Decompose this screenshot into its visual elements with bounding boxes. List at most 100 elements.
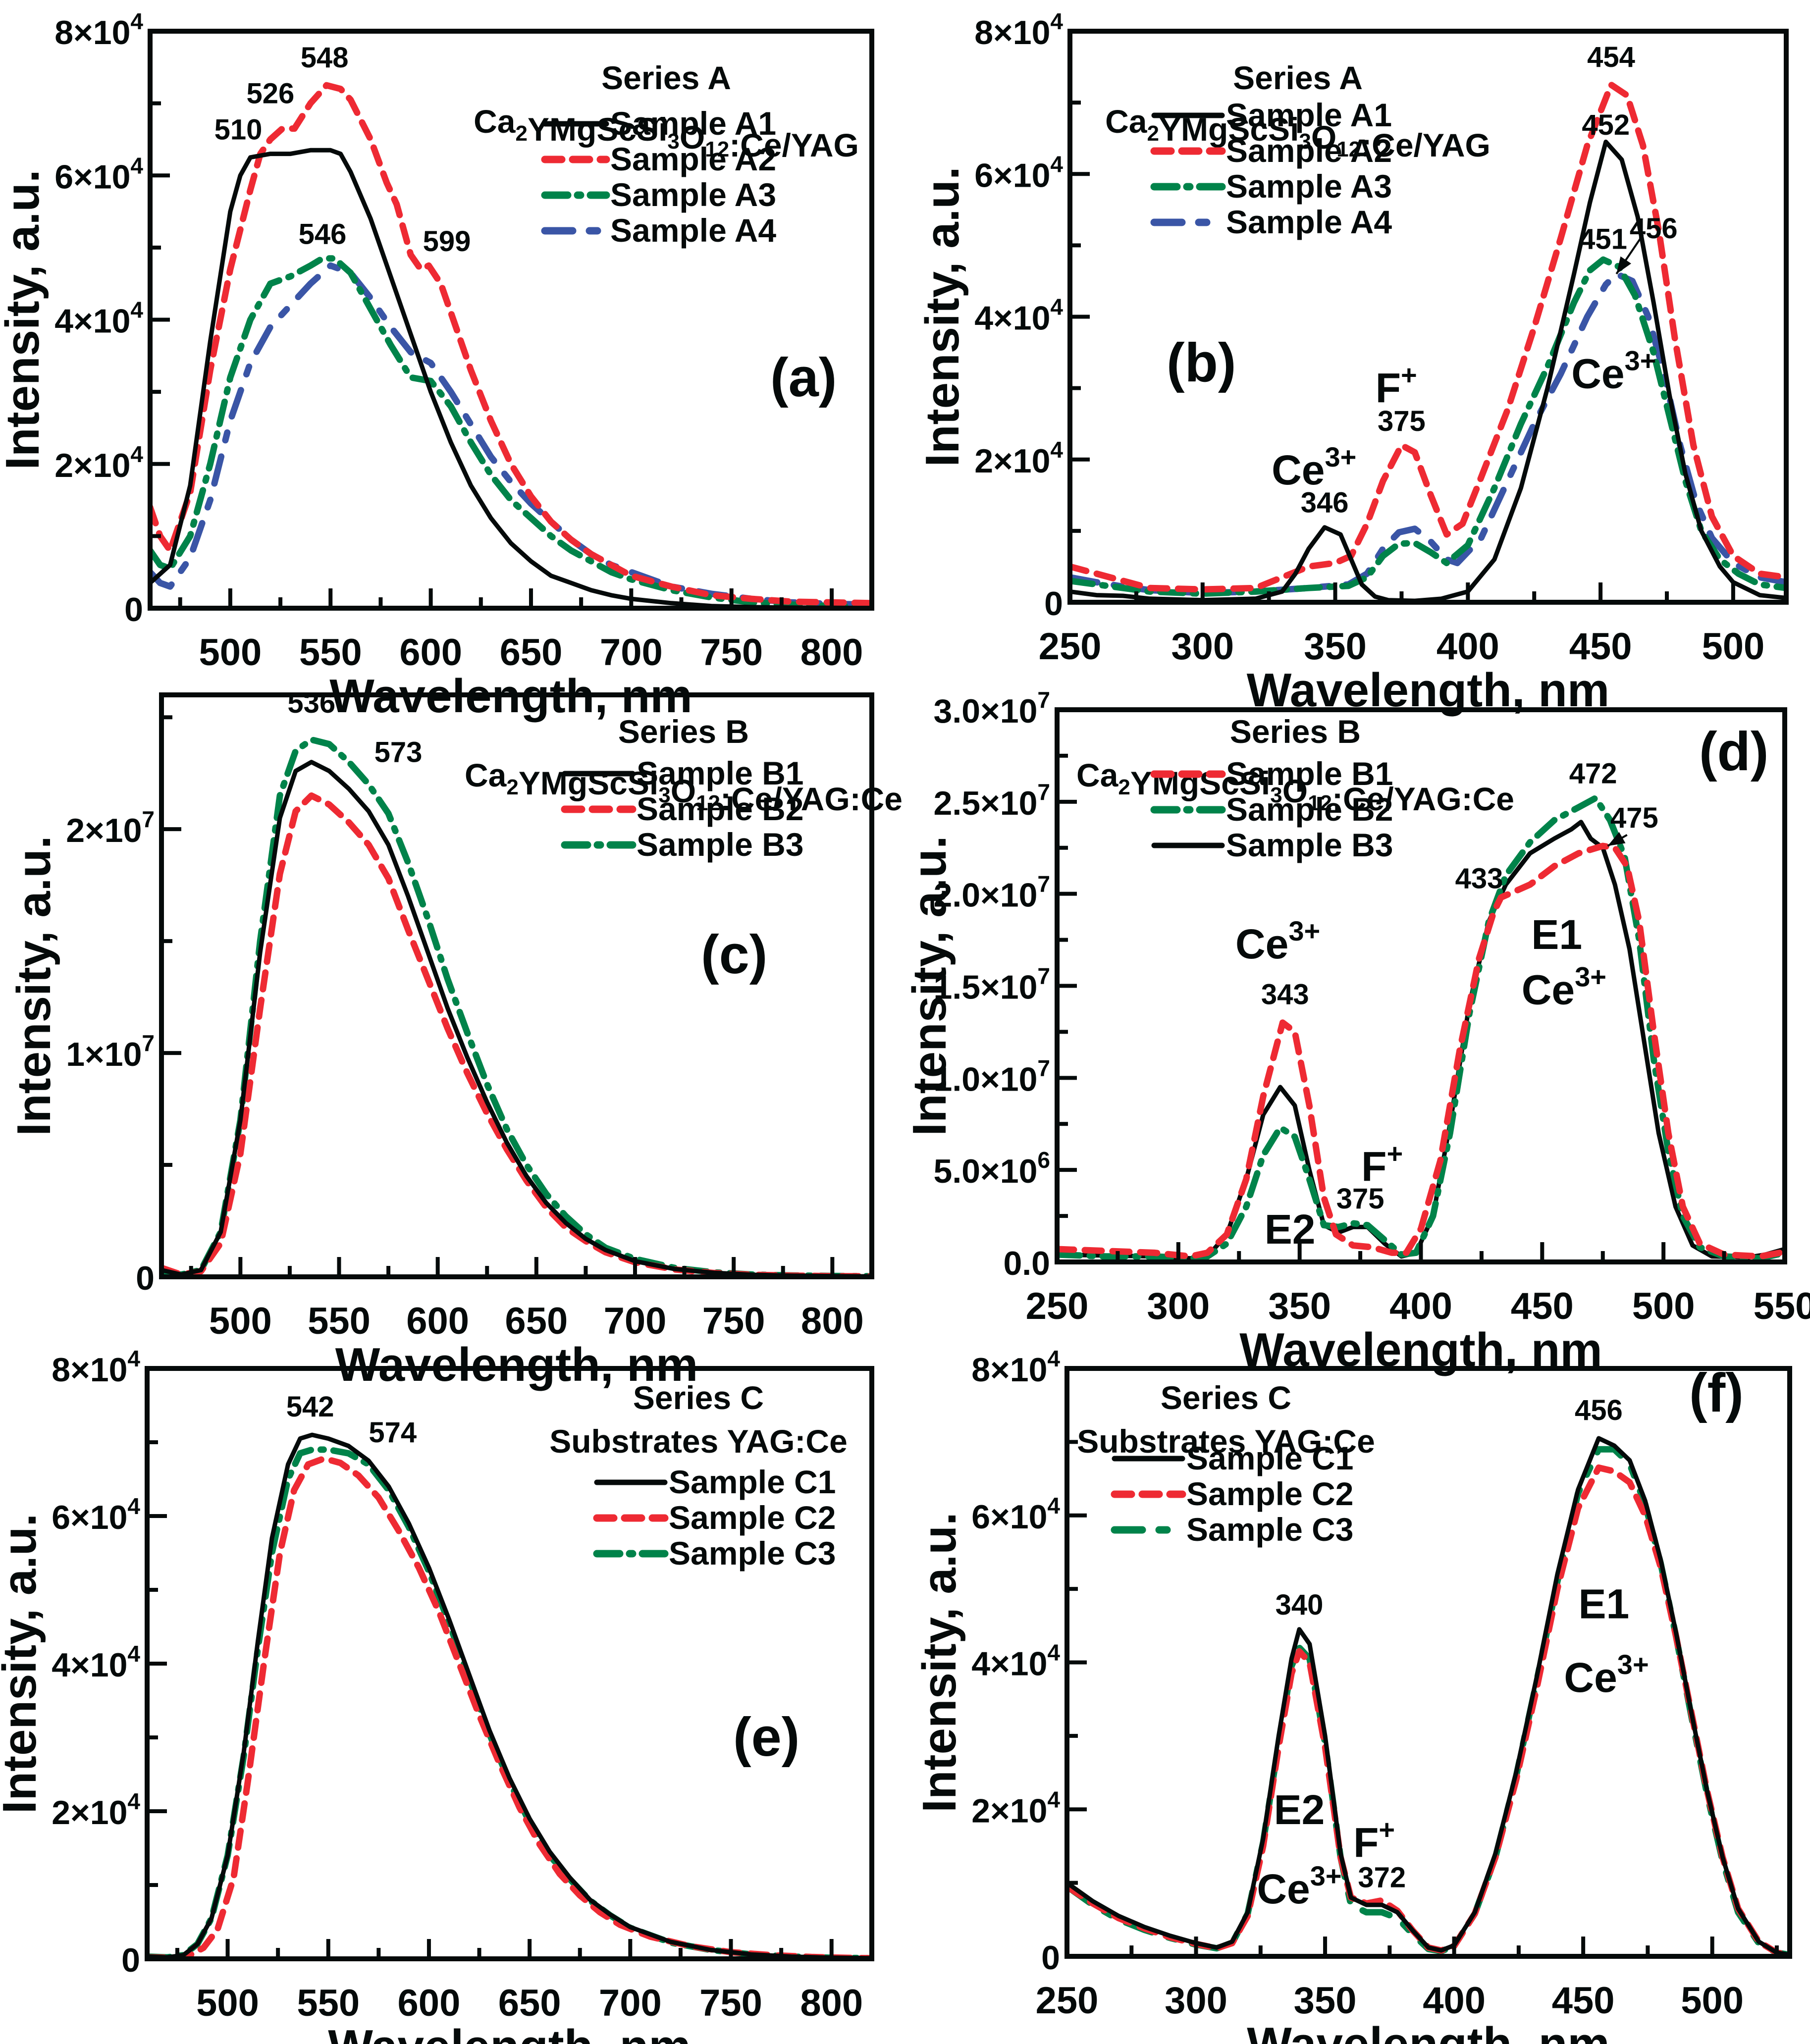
legend-item-label: Sample C2 xyxy=(669,1499,836,1536)
panel-label: (a) xyxy=(770,347,837,408)
x-tick-label: 650 xyxy=(498,1982,561,2024)
y-tick-label: 1.0×107 xyxy=(934,1055,1050,1098)
x-tick-label: 750 xyxy=(699,1982,762,2024)
arrow-head-icon xyxy=(1616,256,1632,274)
series-line-sample-b1 xyxy=(161,760,872,1277)
y-tick-label: 6×104 xyxy=(54,153,143,196)
x-tick-label: 800 xyxy=(800,631,863,674)
x-axis-label: Wavelength, nm xyxy=(328,2020,691,2044)
y-tick-label: 2.0×107 xyxy=(934,871,1050,914)
plot-area xyxy=(150,82,872,608)
y-tick-label: 0 xyxy=(136,1259,155,1297)
band-label: Ce3+ xyxy=(1564,1649,1649,1701)
band-label: E1 xyxy=(1578,1580,1629,1627)
x-tick-label: 350 xyxy=(1304,626,1367,668)
band-label: E2 xyxy=(1265,1206,1316,1253)
peak-annotation: 574 xyxy=(369,1416,417,1449)
series-line-sample-a1 xyxy=(150,148,872,608)
panel-f: 250 300 350 400 450 500 0 2×104 4×104 6×104 8×104 W… xyxy=(913,1346,1792,2044)
x-tick-label: 550 xyxy=(1754,1285,1810,1327)
legend-item-label: Sample C2 xyxy=(1186,1475,1353,1512)
peak-annotation: 454 xyxy=(1587,41,1635,73)
x-tick-label: 700 xyxy=(600,631,663,674)
y-tick-label: 4×104 xyxy=(974,294,1063,337)
x-tick-label: 450 xyxy=(1511,1285,1574,1327)
legend-item-label: Sample B3 xyxy=(637,826,803,863)
band-label: Ce3+ xyxy=(1235,915,1320,967)
y-tick-label: 2×104 xyxy=(974,437,1063,480)
x-tick-label: 550 xyxy=(308,1300,371,1342)
panel-label: (d) xyxy=(1699,721,1768,782)
x-tick-label: 450 xyxy=(1552,1980,1615,2022)
legend-item-label: Sample A4 xyxy=(1226,204,1392,240)
panel-a: 500 550 600 650 700 750 800 0 2×104 4×104 6×104 8×1… xyxy=(0,8,874,723)
legend-title: Series A xyxy=(1233,59,1363,96)
x-tick-label: 400 xyxy=(1437,626,1499,668)
y-tick-label: 2×107 xyxy=(66,806,155,849)
legend-title: Series A xyxy=(601,59,731,96)
band-label: Ce3+ xyxy=(1257,1860,1341,1912)
band-label: Ce3+ xyxy=(1571,345,1656,397)
series-line-sample-c2 xyxy=(1067,1464,1790,1956)
peak-annotation: 542 xyxy=(286,1391,334,1423)
peak-annotation: 343 xyxy=(1261,979,1309,1011)
plot-area xyxy=(147,1432,872,1959)
panel-b: 250 300 350 400 450 50002×1044×1046×1048×104W… xyxy=(916,8,1789,717)
y-tick-label: 2×104 xyxy=(971,1786,1060,1830)
x-tick-label: 650 xyxy=(505,1300,568,1342)
legend-title: Series B xyxy=(1230,713,1361,750)
y-axis-label: Intensity, a.u. xyxy=(0,1514,46,1814)
y-tick-label: 4×104 xyxy=(971,1640,1060,1683)
legend-item-label: Sample C3 xyxy=(669,1535,836,1572)
series-line-sample-a3 xyxy=(150,255,872,608)
panel-c: 500 550 600 650 700 750 800 0 1×107 2×107 Waveleng… xyxy=(7,687,903,1391)
peak-annotation: 536 xyxy=(287,687,335,719)
legend-subtitle: Substrates YAG:Ce xyxy=(549,1423,848,1460)
x-tick-label: 750 xyxy=(702,1300,765,1342)
x-tick-label: 300 xyxy=(1147,1285,1210,1327)
y-tick-label: 0.0 xyxy=(1003,1245,1050,1282)
y-axis-label: Intensity, a.u. xyxy=(0,169,49,470)
series-line-sample-c3 xyxy=(1067,1446,1790,1956)
x-tick-label: 500 xyxy=(209,1300,272,1342)
legend-item-label: Sample C3 xyxy=(1186,1511,1353,1548)
legend-item-label: Sample A1 xyxy=(610,105,776,142)
legend-item-label: Sample A3 xyxy=(1226,168,1392,205)
plot-area xyxy=(161,736,872,1277)
peak-annotation: 475 xyxy=(1610,802,1658,834)
series-line-sample-a2 xyxy=(150,82,872,607)
panel-label: (b) xyxy=(1167,332,1236,393)
peak-annotation: 340 xyxy=(1276,1589,1324,1621)
legend-title: Series C xyxy=(1161,1379,1291,1416)
legend-title: Series B xyxy=(618,713,749,750)
y-tick-label: 8×104 xyxy=(971,1346,1060,1389)
peak-annotation: 452 xyxy=(1582,109,1630,141)
peak-annotation: 456 xyxy=(1575,1394,1623,1426)
peak-annotation: 546 xyxy=(299,218,347,251)
peak-annotation: 451 xyxy=(1579,223,1627,256)
x-tick-label: 500 xyxy=(199,631,262,674)
peak-annotation: 375 xyxy=(1378,405,1426,437)
panel-e: 500 550 600 650 700 750 800 0 2×104 4×104 6×104 8×1… xyxy=(0,1346,874,2044)
arrow-head-icon xyxy=(1607,832,1626,846)
plot-area xyxy=(1070,81,1786,602)
x-tick-label: 800 xyxy=(801,1300,864,1342)
band-label: Ce3+ xyxy=(1522,961,1606,1013)
legend-subtitle: Ca2YMgScSi3O12:Ce/YAG:Ce xyxy=(465,757,903,817)
y-tick-label: 6×104 xyxy=(52,1493,140,1536)
legend-item-label: Sample C1 xyxy=(669,1464,836,1500)
x-tick-label: 450 xyxy=(1569,626,1632,668)
y-tick-label: 0 xyxy=(1044,585,1063,623)
panel-d: 250 300 350 400 450 500 550 0.0 5.0×106 1.0×107 1.… xyxy=(903,687,1810,1376)
plot-area xyxy=(1067,1436,1790,1956)
legend-subtitle: Substrates YAG:Ce xyxy=(1077,1423,1375,1460)
x-tick-label: 250 xyxy=(1036,1980,1099,2022)
plot-area xyxy=(1057,794,1785,1262)
legend-item-label: Sample B2 xyxy=(1226,791,1393,828)
x-tick-label: 300 xyxy=(1171,626,1234,668)
band-label: F+ xyxy=(1361,1138,1403,1190)
x-tick-label: 550 xyxy=(297,1982,360,2024)
series-line-sample-b2 xyxy=(1057,794,1785,1262)
